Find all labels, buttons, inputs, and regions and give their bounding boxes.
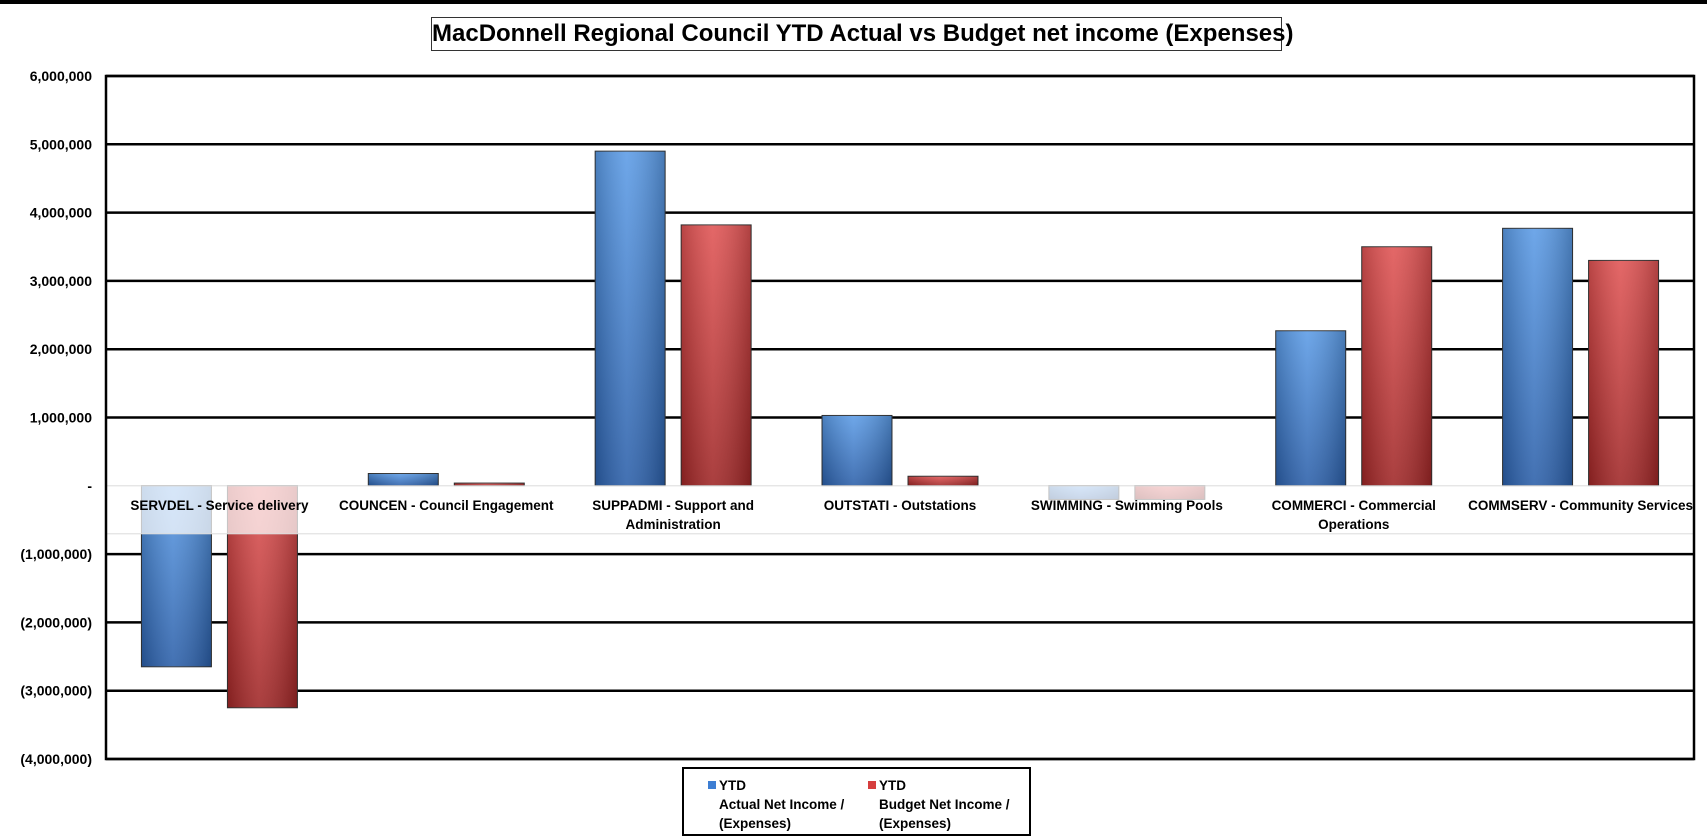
bar-shading bbox=[1361, 246, 1432, 486]
bar-actual bbox=[1275, 330, 1347, 487]
bar-budget bbox=[1361, 246, 1433, 487]
y-tick-label: 3,000,000 bbox=[30, 273, 92, 289]
x-category-label-line: OUTSTATI - Outstations bbox=[824, 498, 977, 513]
x-category-label: SWIMMING - Swimming Pools bbox=[1031, 498, 1223, 513]
x-category-label-line: COMMSERV - Community Services bbox=[1468, 498, 1693, 513]
grid-layer bbox=[106, 74, 1694, 761]
bar-budget bbox=[680, 224, 752, 487]
x-category-label-line: SUPPADMI - Support and bbox=[592, 498, 754, 513]
bar-shading bbox=[454, 483, 525, 486]
category-label-band bbox=[105, 485, 1695, 535]
y-tick-label: 5,000,000 bbox=[30, 136, 92, 152]
x-category-label-line: Administration bbox=[626, 517, 721, 532]
bar-layer bbox=[140, 150, 1660, 709]
bar-shading bbox=[908, 476, 978, 486]
bar-actual bbox=[821, 414, 893, 487]
x-category-label-line: SERVDEL - Service delivery bbox=[130, 498, 309, 513]
x-category-label: COMMERCI - Commercial Operations bbox=[1272, 498, 1436, 532]
y-tick-label: 1,000,000 bbox=[30, 410, 92, 426]
y-tick-label: (3,000,000) bbox=[20, 683, 92, 699]
x-category-label: SUPPADMI - Support and Administration bbox=[592, 498, 754, 532]
legend-swatch-budget bbox=[868, 781, 876, 789]
plot-border bbox=[104, 74, 1696, 761]
bar-shading bbox=[1588, 260, 1659, 486]
x-category-label: COMMSERV - Community Services bbox=[1468, 498, 1693, 513]
x-category-label: OUTSTATI - Outstations bbox=[824, 498, 977, 513]
bar-actual bbox=[1502, 227, 1574, 487]
axis-layer: 6,000,000 5,000,000 4,000,000 3,000,000 2,00… bbox=[20, 68, 1696, 767]
x-category-label-line: Operations bbox=[1318, 517, 1389, 532]
y-tick-label: 2,000,000 bbox=[30, 341, 92, 357]
legend-label-actual: YTD Actual Net Income / (Expenses) bbox=[719, 778, 845, 831]
legend-label-budget: YTD Budget Net Income / (Expenses) bbox=[879, 778, 1010, 831]
chart-title: MacDonnell Regional Council YTD Actual v… bbox=[431, 17, 1293, 51]
x-category-label: SERVDEL - Service delivery bbox=[130, 498, 309, 513]
y-tick-label: (1,000,000) bbox=[20, 546, 92, 562]
bar-actual bbox=[367, 473, 439, 487]
bar-shading bbox=[595, 151, 666, 486]
bar-shading bbox=[1275, 330, 1346, 486]
x-category-label-line: COMMERCI - Commercial bbox=[1272, 498, 1436, 513]
y-tick-label: (2,000,000) bbox=[20, 614, 92, 630]
y-tick-label: (4,000,000) bbox=[20, 751, 92, 767]
bar-budget bbox=[907, 475, 979, 487]
y-tick-label: 4,000,000 bbox=[30, 205, 92, 221]
bar-budget bbox=[1588, 259, 1660, 487]
x-category-label-line: COUNCEN - Council Engagement bbox=[339, 498, 554, 513]
bar-shading bbox=[1502, 228, 1573, 486]
bar-shading bbox=[822, 415, 892, 486]
y-tick-label: - bbox=[87, 478, 92, 494]
bar-shading bbox=[681, 224, 752, 486]
top-rule bbox=[0, 0, 1707, 4]
legend: YTD Actual Net Income / (Expenses) YTD B… bbox=[682, 767, 1031, 836]
x-category-label: COUNCEN - Council Engagement bbox=[339, 498, 554, 513]
legend-swatch-actual bbox=[708, 781, 716, 789]
bar-actual bbox=[594, 150, 666, 487]
bar-shading bbox=[368, 473, 439, 486]
x-category-label-line: SWIMMING - Swimming Pools bbox=[1031, 498, 1223, 513]
label-layer: SERVDEL - Service delivery COUNCEN - Coun… bbox=[105, 485, 1695, 535]
y-tick-label: 6,000,000 bbox=[30, 68, 92, 84]
